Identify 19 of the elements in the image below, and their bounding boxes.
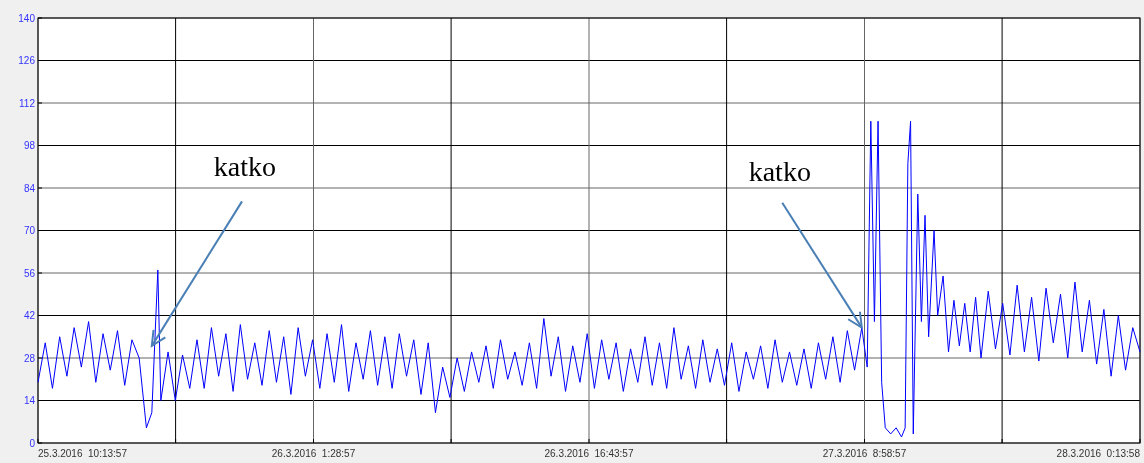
x-tick-label: 26.3.2016 1:28:57: [271, 448, 356, 459]
y-tick-label: 14: [23, 395, 36, 406]
annotation: katko: [748, 155, 811, 187]
x-tick-label: 28.3.2016 0:13:58: [1056, 448, 1141, 459]
y-tick-label: 126: [18, 55, 36, 66]
annotation: katko: [213, 150, 276, 182]
y-tick-label: 28: [23, 352, 36, 364]
x-tick-label: 27.3.2016 8:58:57: [822, 448, 907, 459]
y-tick-label: 0: [29, 437, 36, 449]
y-tick-label: 98: [23, 140, 36, 151]
x-tick-label: 25.3.2016 10:13:57: [38, 448, 128, 459]
y-tick-label: 42: [23, 310, 36, 321]
y-tick-label: 84: [23, 182, 36, 194]
y-tick-label: 140: [18, 12, 36, 24]
y-tick-label: 56: [23, 267, 36, 279]
y-tick-label: 112: [19, 97, 36, 109]
y-tick-label: 70: [23, 225, 36, 236]
line-series: [37, 120, 1141, 438]
x-tick-label: 26.3.2016 16:43:57: [544, 448, 634, 459]
